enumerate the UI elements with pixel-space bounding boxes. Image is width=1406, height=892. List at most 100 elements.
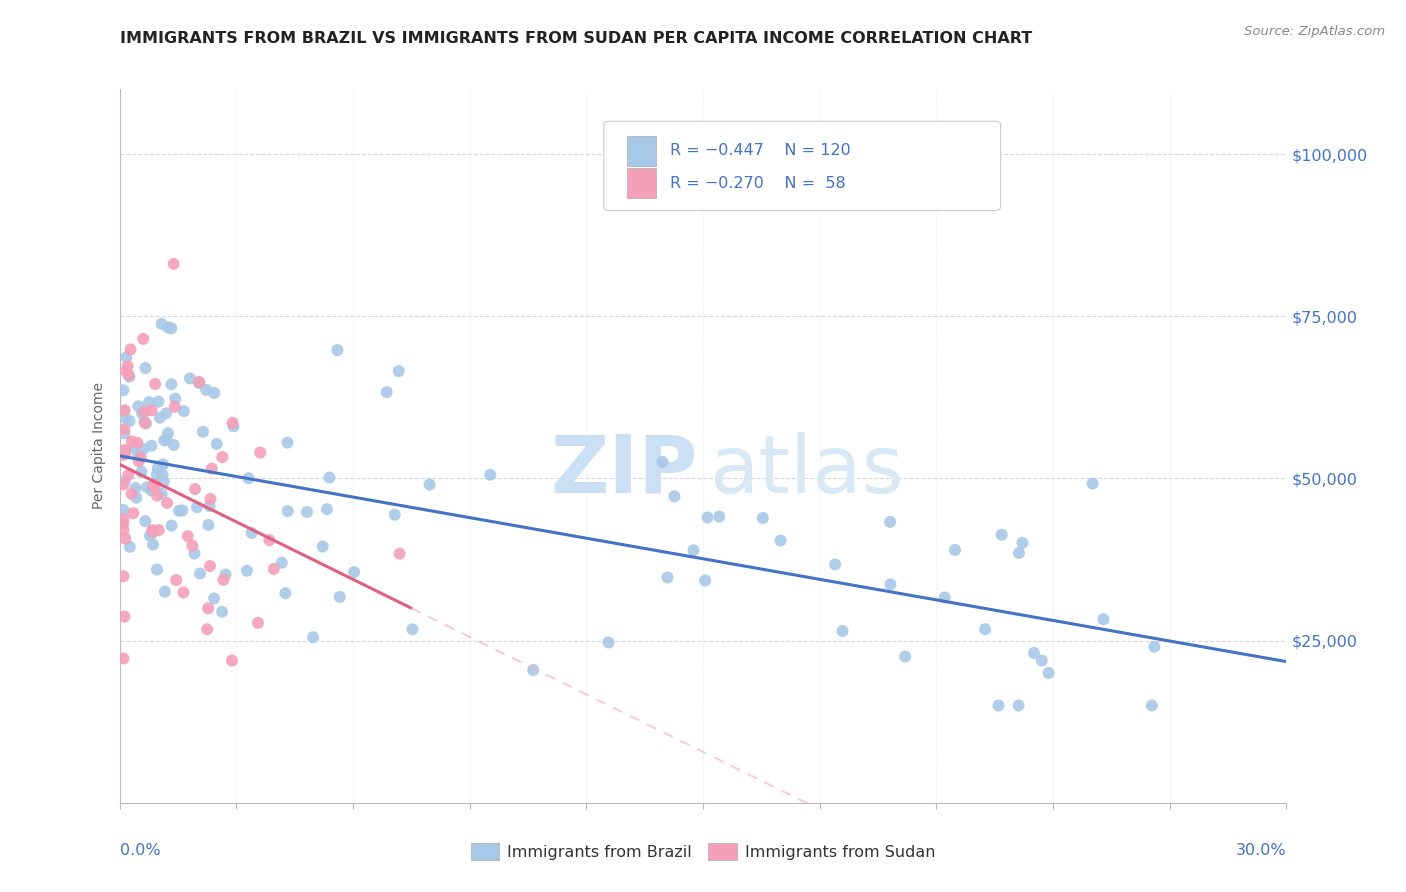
Point bbox=[146, 562, 169, 576]
Point bbox=[122, 441, 145, 455]
Point bbox=[156, 496, 179, 510]
Point bbox=[153, 434, 176, 448]
Point bbox=[246, 615, 269, 630]
Point bbox=[211, 450, 233, 464]
Point bbox=[212, 573, 235, 587]
Point bbox=[1140, 698, 1163, 713]
Point bbox=[987, 698, 1010, 713]
Point bbox=[152, 475, 174, 489]
Point bbox=[141, 483, 163, 498]
Point bbox=[118, 368, 141, 382]
Point bbox=[128, 454, 150, 468]
Bar bbox=[627, 169, 657, 198]
Point bbox=[221, 416, 243, 430]
Point bbox=[146, 489, 169, 503]
Point bbox=[131, 406, 153, 420]
Point bbox=[112, 523, 135, 537]
Point bbox=[934, 591, 956, 605]
Point bbox=[124, 481, 146, 495]
Point bbox=[318, 470, 340, 484]
Text: atlas: atlas bbox=[709, 432, 903, 510]
Point bbox=[142, 524, 165, 539]
Point bbox=[172, 503, 194, 517]
Point bbox=[177, 529, 200, 543]
Point bbox=[188, 566, 211, 581]
Point bbox=[112, 477, 135, 491]
Point bbox=[249, 445, 271, 459]
Point bbox=[1143, 640, 1166, 654]
Point bbox=[114, 410, 136, 425]
Point bbox=[120, 343, 142, 357]
Point bbox=[188, 376, 211, 390]
Point bbox=[134, 416, 156, 430]
Point bbox=[236, 564, 259, 578]
Point bbox=[141, 523, 163, 537]
Point bbox=[163, 400, 186, 414]
Point bbox=[696, 510, 718, 524]
Point bbox=[155, 406, 177, 420]
Point bbox=[114, 474, 136, 488]
Point bbox=[191, 425, 214, 439]
Text: ZIP: ZIP bbox=[550, 432, 697, 510]
Point bbox=[141, 525, 163, 540]
Text: R = −0.270    N =  58: R = −0.270 N = 58 bbox=[671, 176, 846, 191]
Point bbox=[117, 359, 139, 373]
Point bbox=[200, 491, 222, 506]
Point bbox=[112, 404, 135, 418]
Point bbox=[879, 577, 901, 591]
Point bbox=[112, 569, 135, 583]
Point bbox=[160, 321, 183, 335]
Point bbox=[143, 376, 166, 391]
Point bbox=[188, 375, 211, 389]
Point bbox=[752, 511, 775, 525]
Point bbox=[479, 467, 502, 482]
Point bbox=[112, 448, 135, 462]
Point bbox=[112, 516, 135, 531]
Point bbox=[141, 439, 163, 453]
Bar bbox=[627, 136, 657, 166]
Point bbox=[329, 590, 352, 604]
Point bbox=[657, 570, 679, 584]
Point bbox=[195, 622, 218, 636]
Point bbox=[138, 395, 160, 409]
Point bbox=[112, 503, 135, 517]
Point bbox=[114, 532, 136, 546]
Point bbox=[1031, 654, 1053, 668]
Point bbox=[824, 558, 846, 572]
Point bbox=[198, 559, 221, 574]
Point bbox=[118, 414, 141, 428]
Point bbox=[145, 478, 167, 492]
Point bbox=[131, 465, 153, 479]
Point bbox=[148, 523, 170, 537]
Point bbox=[146, 467, 169, 482]
Point bbox=[181, 539, 204, 553]
Text: 30.0%: 30.0% bbox=[1236, 843, 1286, 858]
Point bbox=[112, 422, 135, 436]
Point bbox=[186, 500, 208, 515]
Point bbox=[118, 540, 141, 554]
Point bbox=[1008, 546, 1031, 560]
Point bbox=[163, 257, 186, 271]
Point bbox=[160, 377, 183, 392]
Point bbox=[1011, 536, 1033, 550]
Point bbox=[127, 435, 149, 450]
Point bbox=[160, 518, 183, 533]
Point bbox=[302, 630, 325, 644]
Point bbox=[682, 543, 704, 558]
Point bbox=[150, 487, 173, 501]
Point bbox=[115, 364, 138, 378]
Point bbox=[238, 471, 260, 485]
Point bbox=[117, 467, 139, 482]
Point bbox=[121, 487, 143, 501]
Point bbox=[1092, 612, 1115, 626]
Point bbox=[141, 403, 163, 417]
Text: IMMIGRANTS FROM BRAZIL VS IMMIGRANTS FROM SUDAN PER CAPITA INCOME CORRELATION CH: IMMIGRANTS FROM BRAZIL VS IMMIGRANTS FRO… bbox=[120, 31, 1032, 46]
Point bbox=[118, 369, 141, 384]
Point bbox=[132, 332, 155, 346]
Point bbox=[134, 514, 156, 528]
Y-axis label: Per Capita Income: Per Capita Income bbox=[93, 383, 107, 509]
Point bbox=[270, 556, 292, 570]
Point bbox=[214, 567, 236, 582]
Point bbox=[112, 609, 135, 624]
Point bbox=[112, 426, 135, 441]
